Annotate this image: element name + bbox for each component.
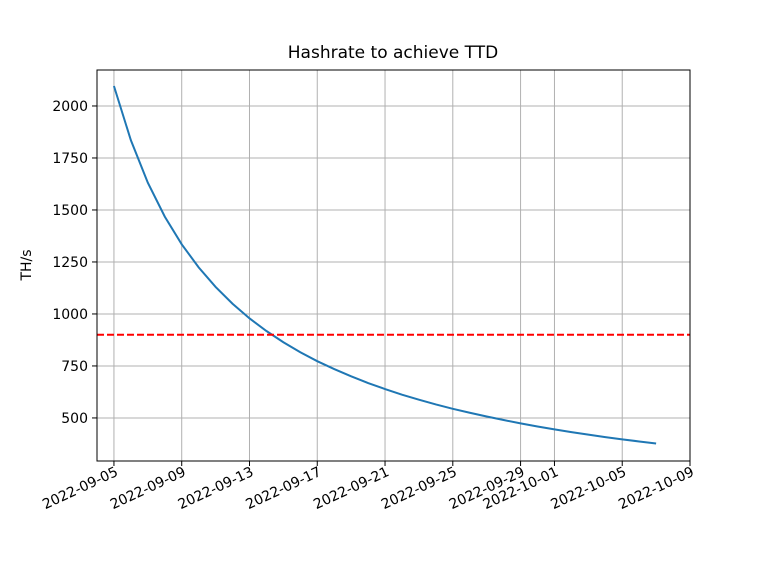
- plot-frame: [96, 69, 691, 462]
- chart-title: Hashrate to achieve TTD: [288, 43, 498, 63]
- y-tick-label: 1750: [52, 151, 88, 167]
- y-tick-label: 500: [61, 411, 88, 427]
- y-tick-label: 1500: [52, 203, 88, 219]
- y-tick-label: 2000: [52, 99, 88, 115]
- data-line: [112, 85, 657, 445]
- y-tick-label: 750: [61, 359, 88, 375]
- y-tick-label: 1000: [52, 307, 88, 323]
- y-axis-label: TH/s: [19, 249, 35, 281]
- y-tick-label: 1250: [52, 255, 88, 271]
